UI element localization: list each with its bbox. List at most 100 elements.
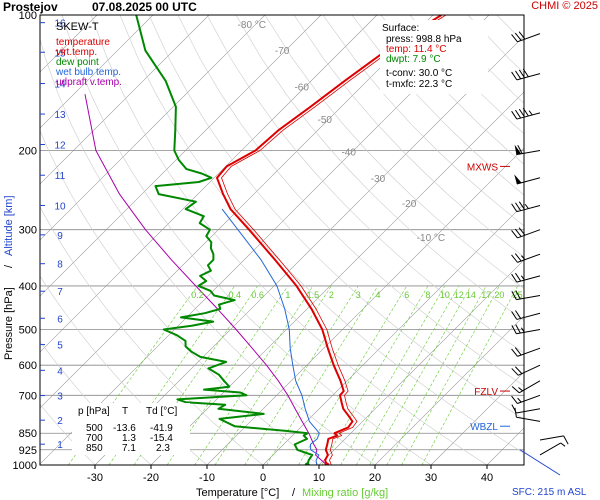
altitude-tick-label: 14	[54, 80, 66, 91]
isotherm-line	[150, 91, 524, 465]
dry-adiabat	[40, 403, 96, 465]
wind-barb-flag	[514, 144, 522, 155]
wind-barb	[511, 324, 541, 335]
wind-barb	[514, 144, 541, 156]
wind-barb	[539, 442, 566, 456]
pressure-tick-label: 600	[19, 360, 37, 372]
wind-barb-full	[511, 325, 517, 334]
isotherm-line	[206, 147, 524, 465]
table-cell: 7.1	[122, 443, 136, 454]
dry-adiabat	[40, 38, 376, 465]
table-cell: 2.3	[156, 443, 170, 454]
wind-barb-full	[518, 31, 526, 40]
wind-barb-full	[511, 395, 518, 404]
legend-item-temperature: temperature	[56, 37, 110, 48]
wind-barb	[511, 201, 541, 213]
chart-curves	[84, 15, 447, 465]
pressure-tick-label: 400	[19, 281, 37, 293]
mixing-ratio-line	[244, 285, 359, 465]
wind-barb-flag	[514, 174, 522, 184]
isotherm-label: -10 °C	[417, 233, 445, 244]
wind-barb-full	[522, 107, 529, 117]
wind-barb	[514, 407, 541, 422]
x-axis-sep: /	[292, 487, 296, 499]
wind-barb	[511, 227, 541, 239]
wind-barb	[511, 404, 541, 414]
mixing-ratio-label: 2	[329, 290, 334, 300]
wind-barb-full	[515, 324, 521, 334]
table-header-td: Td [°C]	[146, 406, 177, 417]
wind-barb-half	[520, 275, 525, 281]
wind-barb-full	[515, 70, 522, 80]
wind-barb-full	[515, 272, 522, 282]
wind-barb	[514, 174, 541, 185]
mixing-ratio-label: 1.5	[307, 290, 320, 300]
dry-adiabat	[119, 15, 524, 454]
wind-barb-half	[517, 397, 522, 403]
plot-frame	[39, 14, 525, 466]
datetime-label: 07.08.2025 00 UTC	[92, 0, 197, 14]
mixing-ratio-label: 4	[375, 290, 380, 300]
pressure-tick-label: 850	[19, 428, 37, 440]
isotherm-line	[40, 15, 210, 185]
isotherm-line	[486, 427, 524, 465]
mixing-ratio-line	[214, 285, 332, 465]
y-axis-label-altitude: Altitude [km]	[3, 195, 15, 256]
wind-barb-full	[518, 69, 525, 79]
wind-barb-staff	[539, 435, 564, 441]
isotherm-line	[40, 15, 154, 129]
wind-barb-full	[511, 230, 518, 239]
isotherm-label: -20	[402, 199, 417, 210]
level-marker-label: MXWS	[467, 162, 498, 173]
wind-barb-full	[515, 310, 522, 319]
mixing-ratio-label: 6	[404, 290, 409, 300]
wind-barb-full	[518, 227, 526, 236]
altitude-tick-label: 13	[54, 110, 66, 121]
wind-barb	[511, 290, 541, 301]
altitude-tick-label: 16	[54, 19, 66, 30]
isotherm-label: -30	[371, 174, 386, 185]
mixing-ratio-line	[386, 285, 487, 465]
surface-info: Surface: press: 998.8 hPa temp: 11.4 °C …	[380, 20, 488, 94]
wind-barbs	[511, 31, 569, 476]
dewpoint-line	[135, 15, 314, 465]
wind-barb-staff	[516, 204, 541, 213]
dry-adiabat	[206, 15, 524, 354]
level-marker-label: WBZL	[470, 422, 498, 433]
legend-item-virt-temp: virt.temp.	[56, 47, 97, 58]
legend: SKEW-T temperature virt.temp. dew point …	[55, 21, 122, 88]
credit-link[interactable]: CHMI © 2025	[531, 0, 598, 12]
mixing-ratio-label: 8	[425, 290, 430, 300]
altitude-tick-label: 12	[54, 141, 66, 152]
x-tick-label: -10	[199, 472, 215, 484]
pressure-tick-label: 300	[19, 225, 37, 237]
dry-adiabat	[264, 15, 524, 289]
mixing-ratio-line	[355, 285, 460, 465]
pressure-tick-label: 200	[19, 145, 37, 157]
pressure-tick-label: 100	[19, 10, 37, 22]
wind-barb-full	[514, 366, 523, 374]
isotherm-line	[543, 15, 600, 465]
wind-barb-full	[511, 368, 519, 376]
mixing-ratio-label: 17	[481, 290, 491, 300]
wind-barb-full	[514, 347, 522, 356]
isotherm-label: -70	[275, 46, 290, 57]
wind-barb-staff	[516, 112, 541, 120]
dry-adiabat	[293, 15, 524, 258]
wind-barb-half	[524, 203, 529, 209]
x-axis-label: Temperature [°C]	[196, 487, 279, 499]
surface-title: Surface:	[382, 23, 419, 34]
wind-barb	[511, 364, 541, 376]
y-axis-label: Pressure [hPa]	[3, 287, 15, 360]
mixing-ratio-line	[340, 285, 446, 465]
wind-barb	[511, 31, 541, 43]
station-name: Prostejov	[3, 0, 58, 14]
pressure-tick-label: 700	[19, 390, 37, 402]
wind-barb-staff	[517, 347, 541, 357]
mixing-ratio-label: 1	[285, 290, 290, 300]
surface-dwpt-marker	[304, 462, 310, 465]
altitude-tick-label: 1	[57, 440, 63, 451]
altitude-tick-label: 6	[57, 314, 63, 325]
temperature-line	[216, 15, 442, 465]
x-axis-title: Temperature [°C] / Mixing ratio [g/kg]	[196, 487, 388, 499]
